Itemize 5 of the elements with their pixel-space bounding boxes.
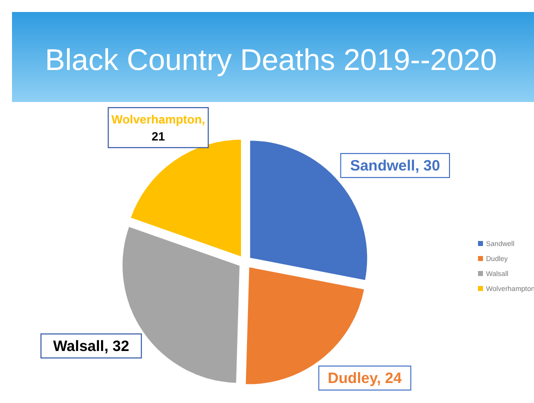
data-label: Dudley, 24	[328, 370, 402, 388]
chart-title: Black Country Deaths 2019--2020	[45, 44, 497, 77]
data-label: Walsall, 32	[53, 338, 130, 355]
data-label: Wolverhampton, 21	[111, 112, 206, 144]
data-label: Sandwell, 30	[350, 158, 440, 175]
